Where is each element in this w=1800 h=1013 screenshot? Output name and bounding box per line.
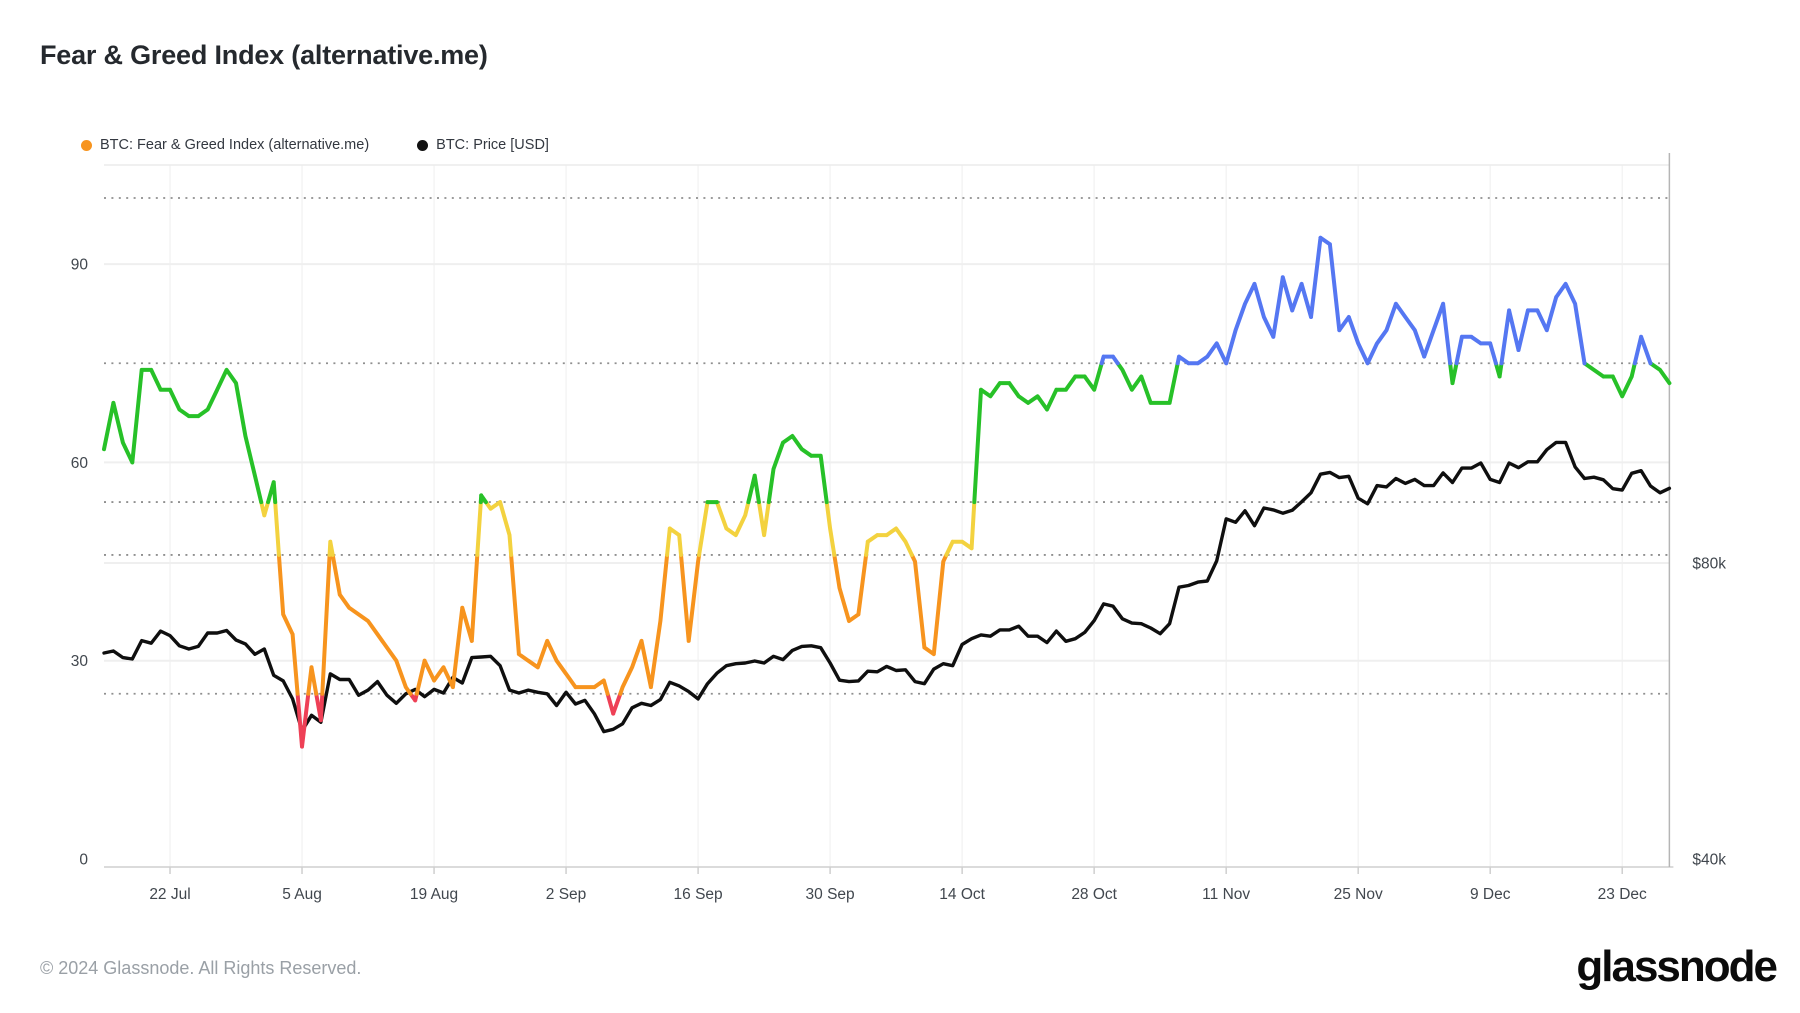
legend-label-fng: BTC: Fear & Greed Index (alternative.me) <box>100 137 370 153</box>
legend-dot-price-icon <box>417 139 429 151</box>
fear-greed-line-fear <box>276 552 949 696</box>
x-axis-label: 14 Oct <box>939 886 985 903</box>
glassnode-logo: glassnode <box>1576 942 1778 991</box>
x-axis-label: 9 Dec <box>1470 886 1511 903</box>
x-axis-label: 2 Sep <box>546 886 587 903</box>
y-axis-right-label: $40k <box>1692 852 1726 869</box>
x-axis-label: 22 Jul <box>149 886 190 903</box>
legend-dot-fng-icon <box>81 139 92 151</box>
legend-item-price[interactable]: BTC: Price [USD] <box>417 137 549 153</box>
fear-greed-line-neutral <box>259 500 977 557</box>
page-title: Fear & Greed Index (alternative.me) <box>40 40 488 70</box>
fear-greed-line-greed <box>102 361 1672 505</box>
x-axis-label: 25 Nov <box>1334 886 1383 903</box>
y-axis-right-label: $80k <box>1692 556 1726 573</box>
btc-price-line <box>102 440 1672 734</box>
fear-greed-line-extreme-fear <box>295 691 623 749</box>
y-axis-left-label: 90 <box>71 257 89 274</box>
x-axis-label: 11 Nov <box>1202 886 1250 903</box>
x-axis-label: 16 Sep <box>674 886 723 903</box>
y-axis-left-label: 60 <box>71 455 89 472</box>
fear-greed-line-extreme-greed <box>1099 235 1653 366</box>
x-axis-label: 30 Sep <box>806 886 855 903</box>
copyright-text: © 2024 Glassnode. All Rights Reserved. <box>40 958 362 978</box>
x-axis-label: 23 Dec <box>1598 886 1647 903</box>
x-axis-label: 28 Oct <box>1071 886 1117 903</box>
legend-label-price: BTC: Price [USD] <box>436 137 549 153</box>
y-axis-left-label: 30 <box>71 653 89 670</box>
chart-legend: BTC: Fear & Greed Index (alternative.me)… <box>81 137 549 153</box>
y-axis-left-label: 0 <box>79 852 88 869</box>
legend-item-fng[interactable]: BTC: Fear & Greed Index (alternative.me) <box>81 137 369 153</box>
x-axis-label: 19 Aug <box>410 886 458 903</box>
x-axis-label: 5 Aug <box>282 886 322 903</box>
